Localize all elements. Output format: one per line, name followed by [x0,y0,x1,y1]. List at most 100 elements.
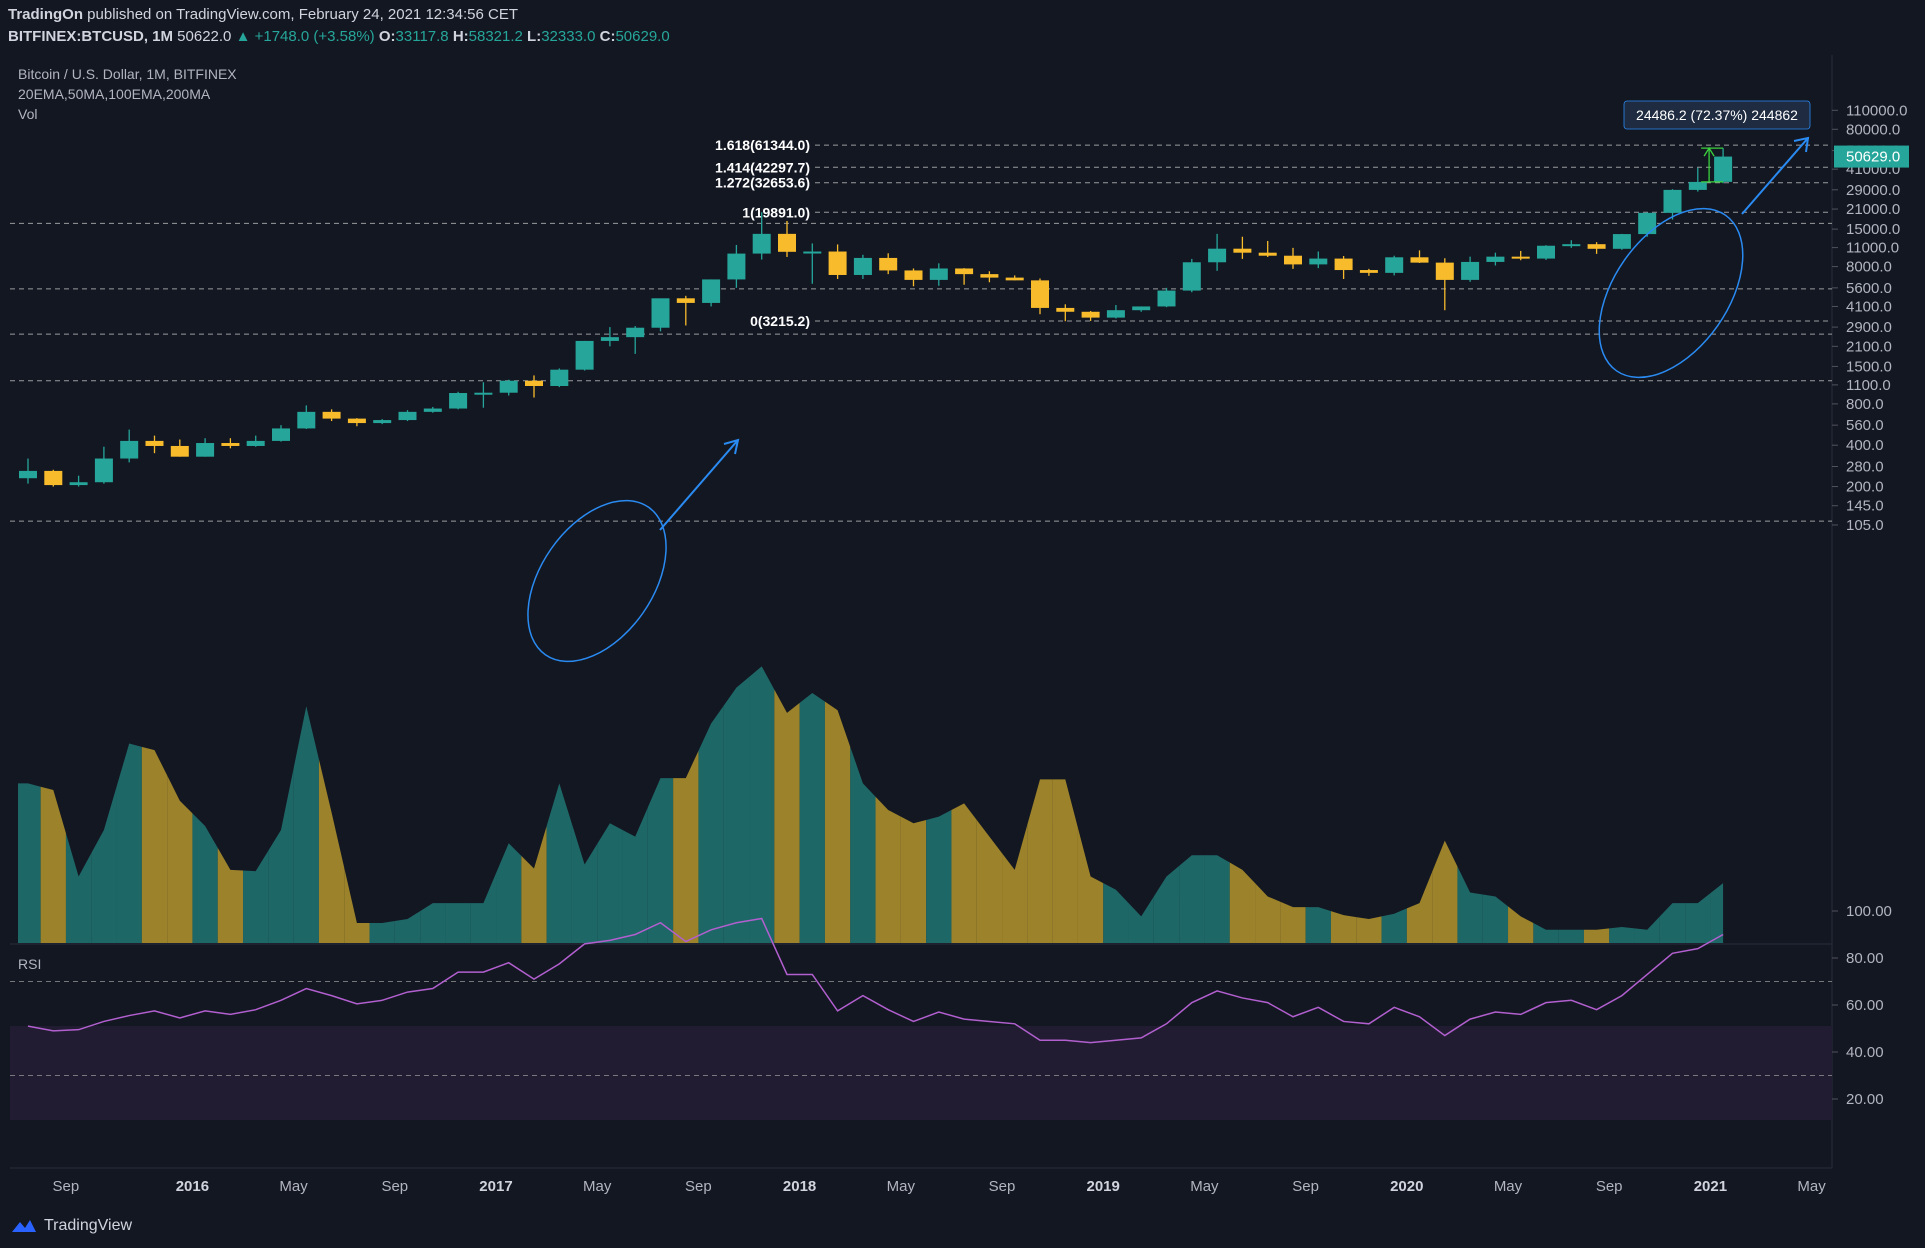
candle-body[interactable] [525,380,543,386]
candle-body[interactable] [1511,256,1530,259]
candle-body[interactable] [803,251,822,254]
candle-body[interactable] [752,233,771,254]
candle-body[interactable] [221,443,240,446]
volume-area [1305,907,1331,943]
fib-label: 1.618(61344.0) [715,137,810,153]
candle-body[interactable] [1334,258,1353,271]
current-price-tag[interactable] [1834,145,1909,168]
candle-body[interactable] [69,482,88,486]
symbol[interactable]: BITFINEX:BTCUSD, 1M [8,28,173,45]
candle-body[interactable] [676,298,695,303]
candle-body[interactable] [373,420,392,424]
candle-body[interactable] [94,458,113,483]
candle-body[interactable] [196,443,215,457]
time-tick-label: Sep [381,1178,408,1195]
volume-area [1710,883,1724,943]
volume-area [1685,893,1711,943]
price-tick-label: 4100.0 [1846,298,1892,315]
rsi-line [27,917,1724,1044]
price-tick-label: 2900.0 [1846,319,1892,336]
candle-body[interactable] [929,268,948,280]
candle-body[interactable] [1031,280,1049,308]
price-tick-label: 2100.0 [1846,338,1892,355]
candle-body[interactable] [1537,245,1555,259]
candle-body[interactable] [1638,212,1657,235]
candle-body[interactable] [828,251,847,275]
publisher-name[interactable]: TradingOn [8,6,83,23]
time-tick-label: Sep [53,1178,80,1195]
candle-body[interactable] [727,253,746,280]
candle-body[interactable] [297,411,316,429]
candle-body[interactable] [1182,262,1201,291]
candle-body[interactable] [651,298,670,328]
candle-body[interactable] [1663,189,1682,213]
candle-body[interactable] [246,440,265,446]
indicators-label[interactable]: 20EMA,50MA,100EMA,200MA [18,86,211,102]
candle-body[interactable] [702,279,721,303]
measure-box[interactable] [1623,100,1811,130]
annotation-arrow [659,439,739,531]
candle-body[interactable] [550,369,569,386]
candle-body[interactable] [170,445,189,457]
candle-body[interactable] [904,270,923,280]
time-tick-label: Sep [1292,1178,1319,1195]
candle-body[interactable] [1056,307,1075,312]
candle-body[interactable] [1106,310,1125,318]
candle-body[interactable] [980,274,999,278]
candle-body[interactable] [1208,248,1227,263]
candle-body[interactable] [322,411,341,419]
candle-body[interactable] [879,257,898,271]
candle-body[interactable] [120,440,139,459]
candle-body[interactable] [1714,156,1733,182]
last-price: 50622.0 [177,28,232,45]
series-title[interactable]: Bitcoin / U.S. Dollar, 1M, BITFINEX [18,66,237,82]
rsi-label[interactable]: RSI [18,956,42,972]
candle-body[interactable] [1157,290,1176,307]
price-tick-label: 280.0 [1846,458,1884,475]
time-tick-label: May [1494,1178,1523,1195]
candle-body[interactable] [778,233,796,252]
candle-body[interactable] [1385,257,1404,273]
candle-body[interactable] [1359,270,1378,273]
rsi-tick-label: 80.00 [1846,950,1884,967]
price-tick-label: 1100.0 [1846,377,1891,394]
volume-label[interactable]: Vol [18,106,38,122]
candle-body[interactable] [1562,244,1581,247]
candle-body[interactable] [575,340,594,370]
candle-body[interactable] [1258,252,1277,256]
volume-area [18,783,41,943]
candle-body[interactable] [145,440,164,446]
candle-body[interactable] [1461,261,1480,280]
candle-body[interactable] [1410,257,1429,263]
candle-body[interactable] [1486,256,1505,262]
volume-area [1508,906,1534,943]
candle-body[interactable] [1688,181,1707,190]
candle-body[interactable] [1132,306,1151,311]
volume-area [597,823,623,943]
candle-body[interactable] [626,327,645,338]
volume-area [926,810,952,943]
candle-body[interactable] [1233,248,1252,253]
candle-body[interactable] [272,428,290,441]
candle-body[interactable] [1612,234,1631,249]
candle-body[interactable] [19,470,37,479]
candle-body[interactable] [499,380,518,393]
candle-body[interactable] [1309,258,1328,265]
candle-body[interactable] [398,411,417,421]
candle-body[interactable] [955,268,974,275]
candle-body[interactable] [423,408,442,412]
candle-body[interactable] [1435,262,1454,280]
candle-body[interactable] [853,257,872,275]
candle-body[interactable] [1005,277,1024,281]
candle-body[interactable] [44,470,63,486]
candle-body[interactable] [1284,255,1302,265]
footer-brand[interactable]: TradingView [10,1216,132,1236]
volume-area [1330,911,1357,943]
candle-body[interactable] [449,393,468,409]
candle-body[interactable] [600,337,619,341]
candle-body[interactable] [474,392,493,395]
candle-body[interactable] [1081,311,1100,318]
candle-body[interactable] [1587,244,1606,249]
candle-body[interactable] [347,418,366,424]
